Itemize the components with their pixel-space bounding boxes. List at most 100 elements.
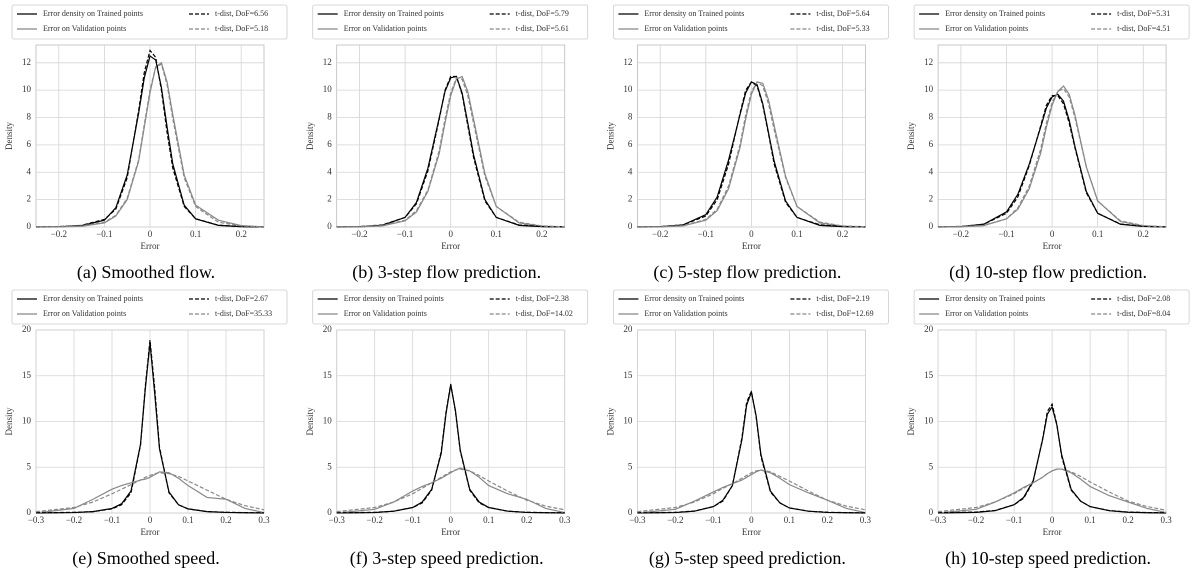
y-tick-label: 10 <box>22 84 32 94</box>
y-axis-label: Density <box>906 122 916 150</box>
x-tick-label: −0.3 <box>329 515 346 525</box>
y-tick-label: 10 <box>924 416 934 426</box>
caption: (b) 3-step flow prediction. <box>352 262 541 283</box>
legend-label: t-dist, DoF=8.04 <box>1117 309 1170 318</box>
density-line <box>35 471 265 514</box>
y-tick-label: 12 <box>924 57 933 67</box>
x-tick-label: −0.2 <box>968 515 984 525</box>
legend-label: t-dist, DoF=12.69 <box>816 309 873 318</box>
x-tick-label: 0.1 <box>791 229 802 239</box>
x-tick-label: 0 <box>1050 229 1055 239</box>
legend-label: t-dist, DoF=5.61 <box>516 24 569 33</box>
y-axis-label: Density <box>305 407 315 435</box>
y-tick-label: 15 <box>623 370 633 380</box>
caption: (h) 10-step speed prediction. <box>945 548 1151 569</box>
y-axis-label: Density <box>4 122 14 150</box>
y-tick-label: 5 <box>929 461 934 471</box>
density-line <box>938 468 1167 513</box>
y-tick-label: 0 <box>327 221 332 231</box>
y-tick-label: 12 <box>623 57 632 67</box>
legend-box <box>613 289 889 325</box>
legend-box <box>913 289 1190 325</box>
y-axis-label: Density <box>605 122 615 150</box>
x-axis-label: Error <box>441 527 460 537</box>
y-tick-label: 10 <box>924 84 934 94</box>
caption: (d) 10-step flow prediction. <box>949 262 1147 283</box>
density-line <box>637 81 866 228</box>
y-tick-label: 0 <box>628 507 633 517</box>
density-line <box>336 467 565 514</box>
x-tick-label: 0.1 <box>483 515 494 525</box>
x-tick-label: 0.1 <box>182 515 193 525</box>
x-tick-label: 0 <box>148 515 153 525</box>
y-tick-label: 0 <box>27 507 32 517</box>
y-tick-label: 10 <box>323 416 333 426</box>
y-tick-label: 2 <box>327 194 332 204</box>
x-axis-label: Error <box>441 241 460 251</box>
density-line <box>938 95 1167 228</box>
x-axis-label: Error <box>1043 527 1062 537</box>
x-tick-label: 0.1 <box>190 229 201 239</box>
x-tick-label: 0.3 <box>559 515 571 525</box>
x-tick-label: 0.3 <box>1160 515 1172 525</box>
legend-label: Error on Validation points <box>945 309 1028 318</box>
x-tick-label: −0.3 <box>629 515 646 525</box>
y-tick-label: 0 <box>327 507 332 517</box>
legend-label: t-dist, DoF=6.56 <box>215 9 268 18</box>
legend-label: Error on Validation points <box>43 24 126 33</box>
legend-label: Error on Validation points <box>344 309 427 318</box>
y-tick-label: 5 <box>27 461 32 471</box>
x-tick-label: 0 <box>148 229 153 239</box>
caption: (c) 5-step flow prediction. <box>653 262 841 283</box>
legend-label: Error density on Trained points <box>644 9 744 18</box>
x-axis-label: Error <box>742 527 761 537</box>
y-tick-label: 4 <box>628 166 633 176</box>
legend-label: Error density on Trained points <box>945 9 1045 18</box>
y-tick-label: 8 <box>327 112 332 122</box>
legend-label: t-dist, DoF=5.79 <box>516 9 569 18</box>
y-tick-label: 10 <box>623 416 633 426</box>
x-tick-label: 0.1 <box>491 229 502 239</box>
y-tick-label: 2 <box>27 194 32 204</box>
y-axis-label: Density <box>305 122 315 150</box>
legend-label: t-dist, DoF=2.08 <box>1117 294 1170 303</box>
caption: (e) Smoothed speed. <box>72 548 219 569</box>
x-tick-label: 0.2 <box>1138 229 1149 239</box>
density-line <box>35 63 265 228</box>
density-line <box>938 468 1167 514</box>
x-tick-label: 0.2 <box>536 229 547 239</box>
x-tick-label: 0.1 <box>1092 229 1103 239</box>
x-tick-label: −0.3 <box>28 515 45 525</box>
y-tick-label: 0 <box>628 221 633 231</box>
x-tick-label: −0.2 <box>66 515 82 525</box>
density-line <box>637 81 866 228</box>
x-tick-label: −0.1 <box>397 229 413 239</box>
density-line <box>35 339 265 514</box>
legend-box <box>11 289 288 325</box>
x-tick-label: −0.1 <box>1006 515 1022 525</box>
legend-label: Error density on Trained points <box>344 294 444 303</box>
x-tick-label: 0 <box>1050 515 1055 525</box>
x-axis-label: Error <box>141 527 160 537</box>
x-tick-label: 0.2 <box>220 515 231 525</box>
density-line <box>938 402 1167 514</box>
x-tick-label: 0.2 <box>521 515 532 525</box>
legend-label: Error on Validation points <box>344 24 427 33</box>
x-tick-label: −0.2 <box>351 229 367 239</box>
y-tick-label: 15 <box>22 370 32 380</box>
x-tick-label: 0.3 <box>860 515 872 525</box>
x-tick-label: −0.1 <box>405 515 421 525</box>
y-tick-label: 8 <box>929 112 934 122</box>
legend-label: t-dist, DoF=2.38 <box>516 294 569 303</box>
y-tick-label: 5 <box>628 461 633 471</box>
legend-label: t-dist, DoF=5.18 <box>215 24 268 33</box>
y-tick-label: 2 <box>628 194 633 204</box>
caption: (a) Smoothed flow. <box>77 262 215 283</box>
y-tick-label: 10 <box>623 84 633 94</box>
legend-label: Error density on Trained points <box>644 294 744 303</box>
density-line <box>637 469 866 513</box>
y-tick-label: 6 <box>929 139 934 149</box>
legend-label: t-dist, DoF=2.19 <box>816 294 869 303</box>
legend-box <box>312 289 589 325</box>
